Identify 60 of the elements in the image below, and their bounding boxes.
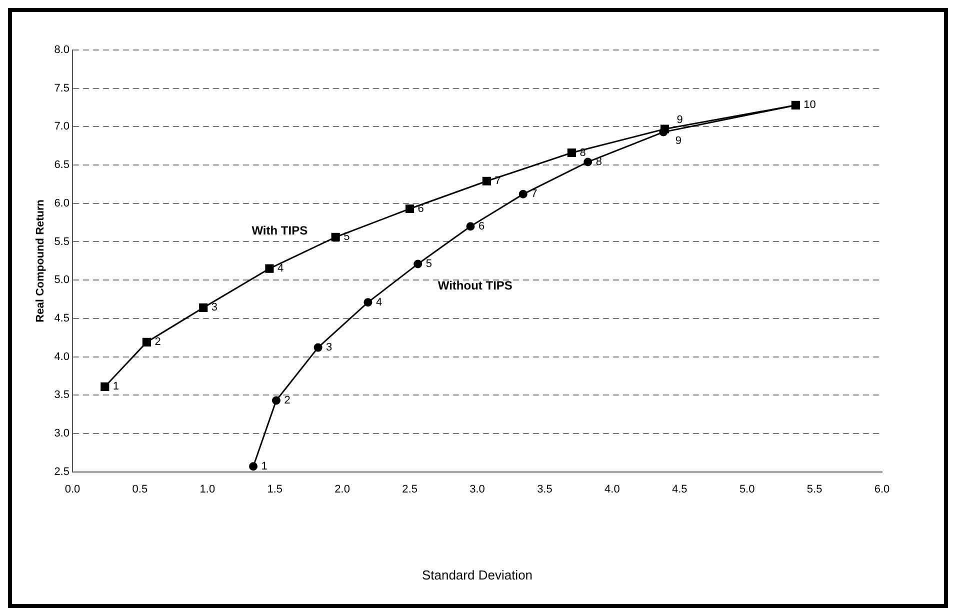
annotation: 9: [676, 114, 683, 126]
x-tick-label: 3.0: [470, 483, 485, 496]
y-axis-title: Real Compound Return: [34, 199, 47, 322]
series-label: With TIPS: [252, 223, 308, 238]
x-tick-label: 0.0: [64, 483, 80, 496]
x-tick-label: 5.0: [739, 483, 755, 496]
x-tick-label: 4.0: [604, 483, 620, 496]
series-label: Without TIPS: [438, 278, 512, 292]
x-tick-label: 5.5: [806, 483, 822, 496]
point: [482, 176, 491, 186]
x-tick-label: 1.5: [267, 483, 283, 496]
point: [414, 260, 422, 268]
y-tick-label: 2.5: [54, 466, 70, 478]
annotation: 1: [261, 460, 268, 472]
annotation: 9: [675, 135, 682, 148]
point: [265, 264, 274, 273]
point: [584, 158, 592, 166]
y-tick-label: 4.5: [54, 312, 70, 324]
point: [314, 343, 322, 352]
x-tick-label: 3.5: [537, 483, 552, 496]
x-tick-label: 2.5: [402, 483, 418, 496]
text: Standard Deviation: [422, 568, 533, 583]
y-tick-label: 7.0: [54, 120, 70, 133]
x-tick-label: 2.0: [334, 483, 350, 496]
annotation: 10: [804, 99, 816, 112]
y-tick-label: 7.5: [54, 82, 70, 94]
point: [364, 298, 372, 307]
x-tick-label: 6.0: [874, 483, 890, 496]
point: [567, 148, 576, 158]
y-tick-label: 5.5: [54, 236, 70, 248]
point: [272, 396, 280, 405]
annotation: 1: [112, 380, 119, 393]
point: [331, 232, 340, 242]
y-tick-label: 3.5: [54, 389, 70, 402]
y-tick-label: 6.0: [54, 197, 70, 210]
annotation: 2: [284, 394, 290, 407]
point: [406, 204, 414, 214]
annotation: 4: [376, 296, 382, 308]
x-tick-label: 4.5: [672, 483, 688, 496]
annotation: 3: [211, 302, 218, 314]
annotation: 5: [426, 258, 432, 270]
annotation: 3: [326, 342, 332, 354]
point: [142, 338, 151, 346]
y-tick-label: 5.0: [54, 274, 70, 286]
point: [100, 382, 110, 391]
annotation: 2: [154, 336, 161, 348]
annotation: 4: [277, 262, 284, 275]
point: [249, 462, 258, 471]
annotation: 6: [478, 220, 485, 232]
y-tick-label: 3.0: [54, 427, 70, 440]
point: [660, 124, 670, 134]
y-tick-label: 6.5: [54, 159, 70, 172]
y-tick-label: 4.0: [54, 350, 70, 363]
point: [518, 190, 528, 198]
x-tick-label: 1.0: [200, 483, 216, 496]
point: [199, 303, 208, 312]
point: [466, 222, 475, 231]
x-tick-label: 0.5: [132, 483, 148, 496]
point: [791, 100, 800, 110]
y-tick-label: 8.0: [54, 44, 70, 56]
